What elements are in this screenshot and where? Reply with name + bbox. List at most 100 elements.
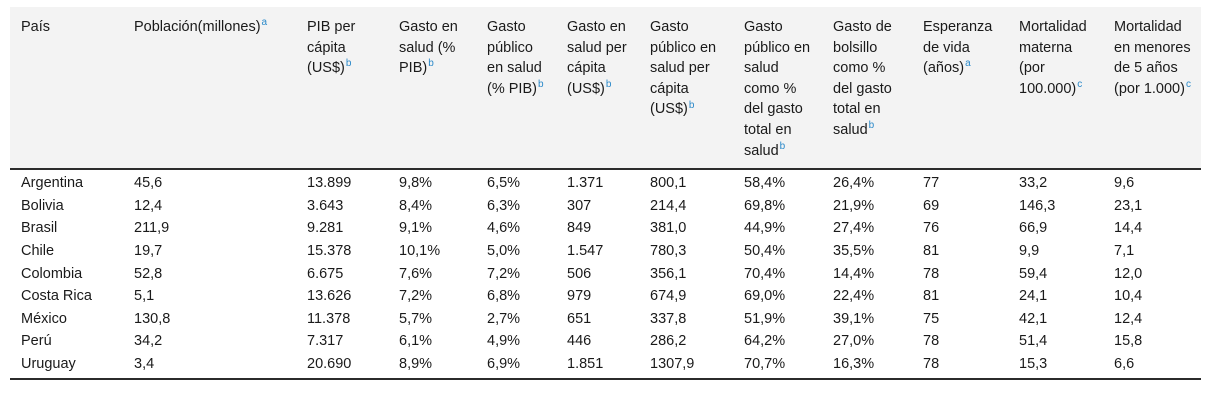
table-cell: 26,4% [833,175,875,192]
table-cell: 6.675 [307,265,344,282]
table-cell: 800,1 [650,175,687,192]
table-cell: 14,4 [1114,220,1143,237]
table-cell: 21,9% [833,197,875,214]
footnote-marker[interactable]: b [605,78,612,90]
table-row: México 130,8 11.378 5,7% 2,7% 651 337,8 51,9% 39… [10,308,1201,331]
table-cell: 12,4 [134,197,163,214]
table-cell: 7,6% [399,265,433,282]
table-cell: 849 [567,220,592,237]
table-cell: 50,4% [744,242,786,259]
table-cell: 7,2% [487,265,521,282]
table-cell: 66,9 [1019,220,1048,237]
table-cell: 10,4 [1114,288,1143,305]
country-cell: Colombia [21,265,83,282]
column-header-label: Mortalidad materna (por 100.000) [1019,19,1087,97]
table-cell: 651 [567,310,592,327]
table-cell: 979 [567,288,592,305]
table-cell: 130,8 [134,310,171,327]
table-cell: 19,7 [134,242,163,259]
table-cell: 23,1 [1114,197,1143,214]
table-cell: 286,2 [650,333,687,350]
table-cell: 6,6 [1103,352,1201,380]
table-cell: 44,9% [744,220,786,237]
column-header-label: Gasto público en salud per cápita (US$) [650,19,717,118]
column-header: PIB per cápita (US$)b [296,7,388,171]
column-header: Gasto en salud (% PIB)b [388,7,476,171]
table-row: Costa Rica 5,1 13.626 7,2% 6,8% 979 674,9 69,0%… [10,285,1201,308]
table-cell: 7,2% [399,288,433,305]
table-cell: 58,4% [744,175,786,192]
footnote-marker[interactable]: c [1077,78,1083,90]
table-cell: 75 [923,310,940,327]
table-cell: 5,0% [487,242,521,259]
table-cell: 9,9 [1019,242,1040,259]
country-cell: Bolivia [21,197,64,214]
table-cell: 78 [923,265,940,282]
footnote-marker[interactable]: b [688,99,695,111]
column-header: Gasto público en salud como % del gasto … [733,7,822,171]
footnote-marker[interactable]: c [1185,78,1191,90]
footnote-marker[interactable]: b [345,58,352,70]
table-cell: 51,9% [744,310,786,327]
table-cell: 76 [923,220,940,237]
column-header: Esperanza de vida (años)a [912,7,1008,171]
table-cell: 1307,9 [639,352,733,380]
table-cell: 20.690 [296,352,388,380]
column-header-label: Población(millones) [134,19,261,35]
table-cell: 8,4% [399,197,433,214]
column-header-label: PIB per cápita (US$) [307,19,356,77]
table-cell: 27,4% [833,220,875,237]
column-header-label: Gasto en salud (% PIB) [399,19,458,77]
table-cell: 5,7% [399,310,433,327]
table-cell: 1.371 [567,175,604,192]
table-cell: 59,4 [1019,265,1048,282]
table-cell: 64,2% [744,333,786,350]
table-cell: 6,3% [487,197,521,214]
table-cell: 10,1% [399,242,441,259]
table-body: Argentina 45,6 13.899 9,8% 6,5% 1.371 800,1 58,… [10,169,1201,380]
footnote-marker[interactable]: b [537,78,544,90]
table-cell: 22,4% [833,288,875,305]
table-cell: 81 [923,288,940,305]
column-header: Gasto público en salud per cápita (US$)b [639,7,733,171]
footnote-marker[interactable]: a [965,58,971,70]
column-header-label: Esperanza de vida (años) [923,19,993,77]
column-header-label: Gasto público en salud como % del gasto … [744,19,811,159]
table-cell: 13.899 [307,175,352,192]
table-cell: 1.547 [567,242,604,259]
footnote-marker[interactable]: b [428,58,434,70]
country-cell: Costa Rica [21,288,92,305]
footnote-marker[interactable]: b [779,140,786,152]
table-cell: 70,4% [744,265,786,282]
table-cell: 3,4 [123,352,296,380]
table-cell: 6,1% [399,333,433,350]
table-row: Perú 34,2 7.317 6,1% 4,9% 446 286,2 64,2% 27,0% 7… [10,330,1201,353]
table-cell: 45,6 [134,175,163,192]
table-row: Uruguay 3,4 20.690 8,9% 6,9% 1.851 1307,9 70,7%… [10,352,1201,380]
column-header-label: Gasto público en salud (% PIB) [487,19,542,97]
table-cell: 214,4 [650,197,687,214]
table-cell: 356,1 [650,265,687,282]
table-cell: 381,0 [650,220,687,237]
table-cell: 5,1 [134,288,155,305]
table-cell: 4,9% [487,333,521,350]
table-cell: 3.643 [307,197,344,214]
table-cell: 780,3 [650,242,687,259]
table-cell: 9,6 [1114,175,1135,192]
table-row: Colombia 52,8 6.675 7,6% 7,2% 506 356,1 70,4% 14… [10,263,1201,286]
table-cell: 69 [923,197,940,214]
country-cell: Uruguay [10,352,123,380]
footnote-marker[interactable]: a [261,17,268,29]
table-cell: 13.626 [307,288,352,305]
table-row: Brasil 211,9 9.281 9,1% 4,6% 849 381,0 44,9% 27,… [10,217,1201,240]
table-cell: 15.378 [307,242,352,259]
table-cell: 506 [567,265,592,282]
table-cell: 12,4 [1114,310,1143,327]
table-row: Argentina 45,6 13.899 9,8% 6,5% 1.371 800,1 58,… [10,169,1201,195]
table-cell: 446 [567,333,592,350]
table-cell: 77 [923,175,940,192]
table-cell: 4,6% [487,220,521,237]
footnote-marker[interactable]: b [868,120,875,132]
table-cell: 39,1% [833,310,875,327]
